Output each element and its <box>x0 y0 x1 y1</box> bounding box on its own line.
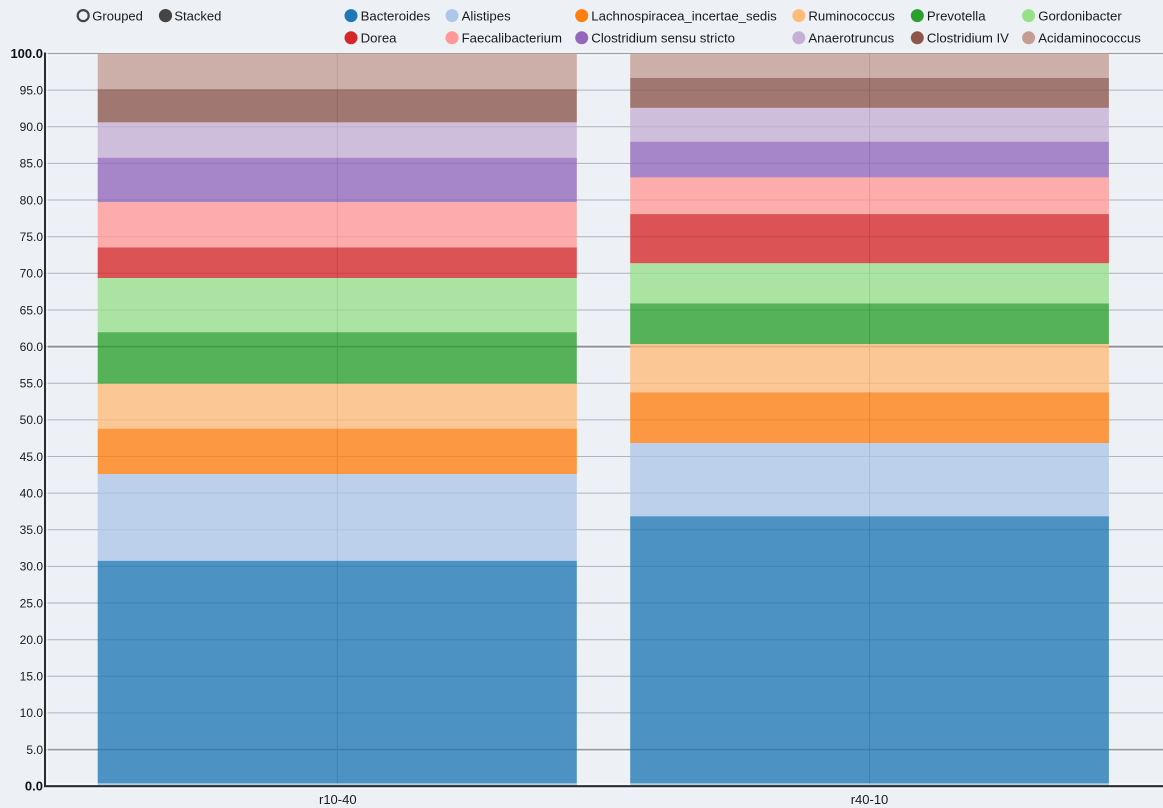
svg-text:30.0: 30.0 <box>20 560 44 574</box>
svg-text:15.0: 15.0 <box>20 670 44 684</box>
svg-text:Gordonibacter: Gordonibacter <box>1038 8 1122 23</box>
svg-text:Faecalibacterium: Faecalibacterium <box>462 31 562 46</box>
svg-text:Acidaminococcus: Acidaminococcus <box>1038 31 1141 46</box>
svg-text:60.0: 60.0 <box>20 340 44 354</box>
svg-text:0.0: 0.0 <box>25 779 43 794</box>
svg-text:70.0: 70.0 <box>20 267 44 281</box>
svg-text:Clostridium IV: Clostridium IV <box>927 31 1009 46</box>
svg-text:Alistipes: Alistipes <box>462 8 512 23</box>
svg-text:75.0: 75.0 <box>20 230 44 244</box>
svg-text:10.0: 10.0 <box>20 706 44 720</box>
svg-text:95.0: 95.0 <box>20 83 44 97</box>
svg-text:Prevotella: Prevotella <box>927 8 986 23</box>
svg-text:45.0: 45.0 <box>20 450 44 464</box>
svg-text:100.0: 100.0 <box>10 46 43 61</box>
svg-text:Dorea: Dorea <box>361 31 398 46</box>
svg-text:Ruminococcus: Ruminococcus <box>808 8 895 23</box>
svg-text:r10-40: r10-40 <box>319 792 357 807</box>
svg-text:5.0: 5.0 <box>26 743 43 757</box>
svg-text:Clostridium sensu stricto: Clostridium sensu stricto <box>591 31 735 46</box>
svg-text:r40-10: r40-10 <box>851 792 889 807</box>
svg-text:40.0: 40.0 <box>20 486 44 500</box>
svg-text:Lachnospiracea_incertae_sedis: Lachnospiracea_incertae_sedis <box>591 8 777 23</box>
svg-text:55.0: 55.0 <box>20 377 44 391</box>
svg-text:Grouped: Grouped <box>92 8 143 23</box>
svg-text:Bacteroides: Bacteroides <box>361 8 431 23</box>
svg-text:90.0: 90.0 <box>20 120 44 134</box>
svg-text:80.0: 80.0 <box>20 193 44 207</box>
svg-text:20.0: 20.0 <box>20 633 44 647</box>
svg-text:35.0: 35.0 <box>20 523 44 537</box>
svg-text:Stacked: Stacked <box>174 8 221 23</box>
svg-text:Anaerotruncus: Anaerotruncus <box>808 31 894 46</box>
svg-text:65.0: 65.0 <box>20 303 44 317</box>
svg-text:50.0: 50.0 <box>20 413 44 427</box>
svg-text:85.0: 85.0 <box>20 157 44 171</box>
svg-text:25.0: 25.0 <box>20 596 44 610</box>
